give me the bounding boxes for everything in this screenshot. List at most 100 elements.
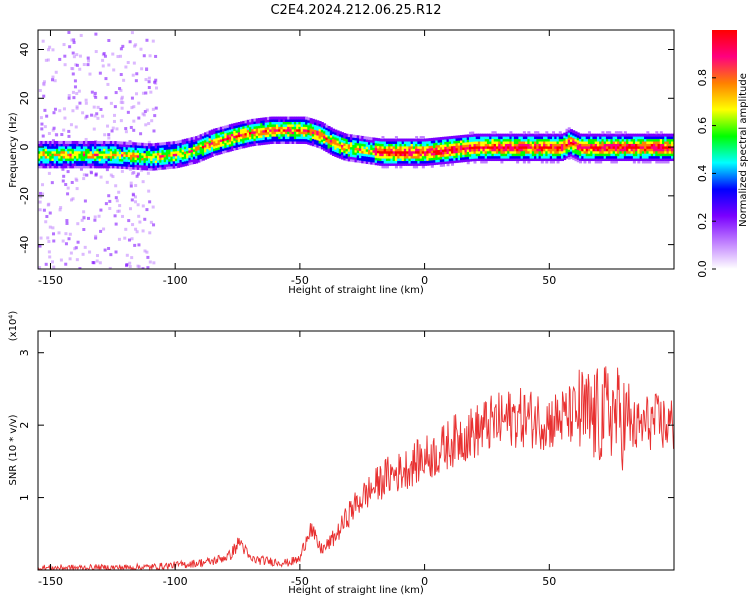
spectrogram-cell: [525, 138, 529, 142]
x-tick-label: 0: [421, 274, 428, 287]
spectrogram-cell: [455, 147, 459, 151]
spectrogram-cell: [421, 162, 425, 166]
spectrogram-cell: [556, 150, 560, 154]
spectrogram-cell: [379, 138, 383, 142]
spectrogram-cell: [372, 161, 376, 165]
spectrogram-cell: [174, 143, 178, 147]
spectrogram-cell: [291, 123, 295, 127]
spectrogram-cell: [583, 150, 587, 154]
spectrogram-cell: [626, 155, 630, 159]
spectrogram-cell: [163, 154, 167, 158]
spectrogram-cell: [44, 148, 48, 152]
spectrogram-cell: [614, 136, 618, 140]
spectrogram-cell: [114, 153, 118, 157]
spectrogram-cell: [123, 148, 127, 152]
spectrogram-cell: [599, 153, 603, 157]
spectrogram-cell: [244, 137, 248, 141]
spectrogram-cell: [376, 150, 380, 154]
spectrogram-cell: [464, 146, 468, 150]
spectrogram-cell: [612, 153, 616, 157]
spectrogram-cell: [341, 137, 345, 141]
spectrogram-cell: [78, 155, 82, 159]
spectrogram-cell: [249, 138, 253, 142]
spectrogram-cell: [91, 150, 95, 154]
spectrogram-cell: [549, 138, 553, 142]
spectrogram-cell: [62, 153, 66, 157]
spectrogram-cell: [132, 166, 136, 170]
spectrogram-cell: [302, 116, 306, 120]
spectrogram-cell: [208, 135, 212, 139]
spectrogram-cell: [121, 151, 125, 155]
spectrogram-cell: [394, 150, 398, 154]
spectrogram-cell: [150, 162, 154, 166]
spectrogram-cell: [332, 138, 336, 142]
spectrogram-cell: [104, 202, 108, 206]
spectrogram-cell: [174, 162, 178, 166]
spectrogram-cell: [520, 136, 524, 140]
spectrogram-cell: [662, 138, 666, 142]
spectrogram-cell: [76, 153, 80, 157]
spectrogram-cell: [80, 160, 84, 164]
spectrogram-cell: [621, 148, 625, 152]
spectrogram-cell: [105, 145, 109, 149]
spectrogram-cell: [468, 139, 472, 143]
spectrogram-cell: [664, 138, 668, 142]
spectrogram-cell: [109, 158, 113, 162]
spectrogram-cell: [426, 155, 430, 159]
spectrogram-cell: [507, 143, 511, 147]
spectrogram-cell: [255, 125, 259, 129]
spectrogram-cell: [293, 128, 297, 132]
spectrogram-cell: [130, 237, 134, 241]
spectrogram-cell: [104, 96, 108, 100]
spectrogram-cell: [83, 199, 87, 203]
spectrogram-cell: [451, 160, 455, 164]
spectrogram-cell: [350, 146, 354, 150]
spectrogram-cell: [529, 150, 533, 154]
spectrogram-cell: [585, 143, 589, 147]
spectrogram-cell: [53, 143, 57, 147]
spectrogram-cell: [513, 143, 517, 147]
spectrogram-cell: [428, 145, 432, 149]
spectrogram-cell: [60, 150, 64, 154]
spectrogram-cell: [275, 119, 279, 123]
spectrogram-cell: [363, 158, 367, 162]
spectrogram-cell: [545, 140, 549, 144]
spectrogram-cell: [38, 200, 42, 204]
spectrogram-cell: [446, 148, 450, 152]
spectrogram-cell: [134, 161, 138, 165]
spectrogram-cell: [300, 133, 304, 137]
spectrogram-cell: [482, 140, 486, 144]
spectrogram-cell: [125, 153, 129, 157]
spectrogram-cell: [98, 71, 102, 75]
spectrogram-cell: [511, 155, 515, 159]
spectrogram-cell: [235, 124, 239, 128]
spectrogram-cell: [531, 158, 535, 162]
spectrogram-cell: [121, 148, 125, 152]
spectrogram-cell: [62, 158, 66, 162]
spectrogram-cell: [644, 143, 648, 147]
spectrogram-cell: [117, 190, 121, 194]
spectrogram-cell: [509, 133, 513, 137]
spectrogram-cell: [201, 157, 205, 161]
spectrogram-cell: [168, 141, 172, 145]
spectrogram-cell: [305, 141, 309, 145]
spectrogram-cell: [648, 150, 652, 154]
spectrogram-cell: [666, 148, 670, 152]
spectrogram-cell: [224, 132, 228, 136]
spectrogram-cell: [558, 145, 562, 149]
spectrogram-cell: [527, 138, 531, 142]
spectrogram-cell: [522, 145, 526, 149]
spectrogram-cell: [343, 157, 347, 161]
spectrogram-cell: [42, 140, 46, 144]
spectrogram-cell: [89, 158, 93, 162]
spectrogram-cell: [318, 123, 322, 127]
spectrogram-cell: [525, 148, 529, 152]
spectrogram-cell: [655, 155, 659, 159]
spectrogram-cell: [210, 153, 214, 157]
spectrogram-cell: [374, 142, 378, 146]
spectrogram-cell: [314, 122, 318, 126]
spectrogram-cell: [520, 138, 524, 142]
spectrogram-cell: [455, 137, 459, 141]
spectrogram-cell: [336, 154, 340, 158]
spectrogram-cell: [91, 165, 95, 169]
